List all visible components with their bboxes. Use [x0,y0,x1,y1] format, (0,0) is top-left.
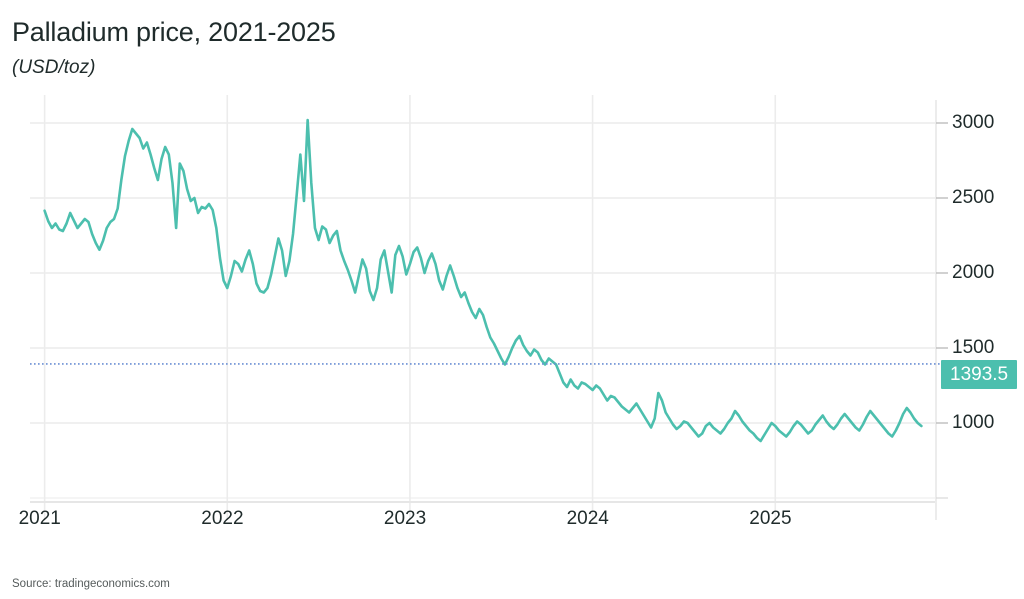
y-axis-tick-label: 3000 [952,112,995,133]
y-axis-tick-label: 1000 [952,412,995,433]
y-axis-tick-label: 1500 [952,337,995,358]
last-value-badge[interactable]: 1393.5 [941,359,1018,389]
x-axis-tick-label: 2023 [383,508,427,529]
horizontal-gridlines [30,122,936,499]
x-axis-tick-label: 2024 [566,508,609,529]
x-axis-tick-label: 2022 [201,508,244,529]
y-tick-marks [936,122,948,499]
chart-title: Palladium price, 2021-2025 [12,17,336,47]
chart-subtitle: (USD/toz) [12,57,96,78]
price-line [43,118,923,443]
y-axis-tick-label: 2500 [952,187,995,208]
source-note: Source: tradingeconomics.com [12,578,170,590]
y-axis-tick-label: 2000 [952,262,995,283]
vertical-gridlines [43,95,777,520]
x-axis-tick-label: 2025 [749,508,792,529]
x-axis-tick-label: 2021 [18,508,61,529]
